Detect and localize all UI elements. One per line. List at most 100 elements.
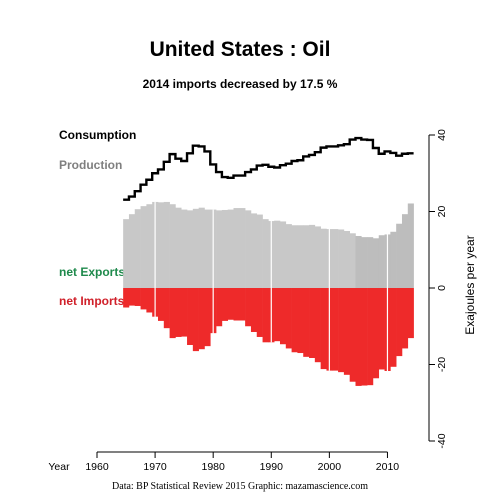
net-imports-bar: [198, 288, 205, 350]
y-tick-label: 0: [436, 285, 448, 291]
y-tick-label: -20: [436, 357, 448, 372]
net-imports-bar: [297, 288, 304, 354]
net-imports-bar: [245, 288, 252, 327]
production-bar: [343, 231, 350, 288]
net-imports-bar: [163, 288, 170, 329]
net-imports-bar: [250, 288, 258, 332]
production-bar: [309, 224, 316, 288]
y-tick-label: 40: [436, 129, 448, 141]
legend-consumption: Consumption: [59, 128, 137, 142]
net-imports-bar: [407, 288, 414, 339]
net-imports-bar: [332, 288, 339, 371]
y-tick-label: -40: [436, 433, 448, 448]
production-bar: [262, 219, 269, 288]
production-bar: [192, 208, 199, 288]
x-tick-label: 1980: [202, 461, 226, 473]
production-bar: [297, 225, 304, 288]
production-bar: [314, 226, 321, 288]
net-imports-bar: [274, 288, 281, 342]
production-bar: [401, 214, 409, 288]
production-bar: [146, 204, 153, 288]
production-bar: [187, 210, 194, 288]
net-imports-bar: [390, 288, 397, 367]
production-bar: [279, 221, 287, 288]
net-imports-bar: [140, 288, 147, 310]
production-bar: [198, 207, 205, 289]
net-imports-bar: [320, 288, 327, 370]
legend-production: Production: [59, 158, 123, 172]
net-imports-bar: [204, 288, 211, 347]
production-bar: [181, 209, 188, 288]
production-bar: [175, 207, 182, 289]
net-imports-bar: [314, 288, 321, 363]
net-imports-bar: [291, 288, 298, 353]
production-bar: [134, 209, 141, 288]
chart-subtitle: 2014 imports decreased by 17.5 %: [142, 77, 338, 91]
production-bar: [332, 229, 339, 288]
net-imports-bar: [227, 288, 234, 320]
net-imports-bar: [343, 288, 350, 375]
production-bar: [274, 220, 281, 288]
production-bar: [245, 210, 252, 288]
net-imports-bar: [233, 288, 240, 321]
net-imports-bar: [158, 288, 165, 321]
production-bar: [367, 237, 374, 288]
production-bar: [390, 231, 397, 288]
net-imports-bar: [338, 288, 345, 373]
net-imports-bar: [146, 288, 153, 313]
net-imports-bar: [378, 288, 385, 370]
production-bar: [250, 213, 258, 288]
production-bar: [216, 210, 223, 288]
net-imports-bar: [123, 288, 130, 308]
y-tick-label: 20: [436, 206, 448, 218]
x-tick-label: 2010: [376, 461, 400, 473]
net-imports-bar: [134, 288, 141, 306]
net-imports-bar: [401, 288, 409, 349]
production-bar: [361, 237, 368, 288]
net-imports-bar: [216, 288, 223, 327]
production-bar: [128, 214, 136, 288]
net-imports-bar: [192, 288, 199, 352]
x-tick-label: 1970: [143, 461, 167, 473]
production-bar: [372, 238, 380, 289]
net-imports-bar: [175, 288, 182, 337]
x-axis-label: Year: [48, 461, 70, 473]
net-imports-bar: [361, 288, 368, 386]
net-imports-bar: [372, 288, 380, 379]
production-bar: [338, 229, 345, 288]
production-bar: [355, 235, 362, 288]
production-bar: [349, 233, 356, 288]
net-imports-bar: [239, 288, 246, 321]
net-imports-bar: [309, 288, 316, 358]
net-imports-bar: [285, 288, 292, 349]
net-imports-bar: [367, 288, 374, 386]
production-bar: [285, 224, 292, 288]
x-tick-label: 1960: [85, 461, 109, 473]
consumption-line: [123, 136, 414, 201]
x-tick-label: 2000: [318, 461, 342, 473]
production-bar: [303, 225, 310, 288]
production-bar: [221, 209, 229, 288]
production-bar: [378, 235, 385, 289]
production-bar: [158, 202, 165, 288]
production-bar: [407, 203, 414, 288]
production-bar: [227, 209, 234, 288]
net-imports-bar: [349, 288, 356, 382]
net-imports-bar: [303, 288, 310, 357]
legend-net-exports: net Exports: [59, 265, 126, 279]
net-imports-bar: [128, 288, 136, 306]
production-bar: [204, 209, 211, 288]
production-bar: [123, 219, 130, 288]
net-imports-bar: [262, 288, 269, 343]
production-bar: [169, 204, 176, 288]
production-bar: [320, 228, 327, 288]
net-imports-bar: [221, 288, 229, 321]
production-bar: [239, 208, 246, 288]
production-bar: [396, 223, 403, 288]
net-imports-bar: [181, 288, 188, 337]
net-imports-bar: [279, 288, 287, 345]
production-bar: [291, 225, 298, 288]
legend-net-imports: net Imports: [59, 294, 125, 308]
source-caption: Data: BP Statistical Review 2015 Graphic…: [112, 481, 368, 492]
net-imports-bar: [256, 288, 263, 337]
